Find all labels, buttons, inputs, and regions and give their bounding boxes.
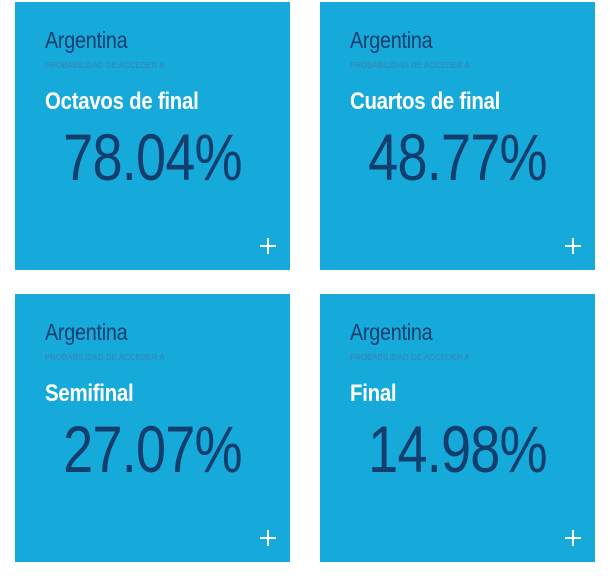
probability-card-final[interactable]: Argentina PROBABILIDAD DE ACCEDER A Fina… — [320, 294, 595, 562]
probability-card-cuartos[interactable]: Argentina PROBABILIDAD DE ACCEDER A Cuar… — [320, 2, 595, 270]
probability-card-octavos[interactable]: Argentina PROBABILIDAD DE ACCEDER A Octa… — [15, 2, 290, 270]
country-name: Argentina — [350, 319, 433, 345]
card-subtitle: PROBABILIDAD DE ACCEDER A — [45, 60, 165, 70]
plus-icon[interactable] — [260, 238, 276, 254]
card-subtitle: PROBABILIDAD DE ACCEDER A — [350, 352, 470, 362]
card-subtitle: PROBABILIDAD DE ACCEDER A — [350, 60, 470, 70]
stage-name: Semifinal — [45, 380, 134, 407]
country-name: Argentina — [45, 27, 128, 53]
plus-icon[interactable] — [260, 530, 276, 546]
stage-name: Final — [350, 380, 397, 407]
probability-card-semifinal[interactable]: Argentina PROBABILIDAD DE ACCEDER A Semi… — [15, 294, 290, 562]
country-name: Argentina — [350, 27, 433, 53]
stage-name: Octavos de final — [45, 88, 199, 115]
probability-value: 78.04% — [63, 120, 242, 194]
card-subtitle: PROBABILIDAD DE ACCEDER A — [45, 352, 165, 362]
plus-icon[interactable] — [565, 530, 581, 546]
plus-icon[interactable] — [565, 238, 581, 254]
probability-value: 14.98% — [368, 412, 547, 486]
stage-name: Cuartos de final — [350, 88, 501, 115]
probability-value: 27.07% — [63, 412, 242, 486]
country-name: Argentina — [45, 319, 128, 345]
probability-value: 48.77% — [368, 120, 547, 194]
